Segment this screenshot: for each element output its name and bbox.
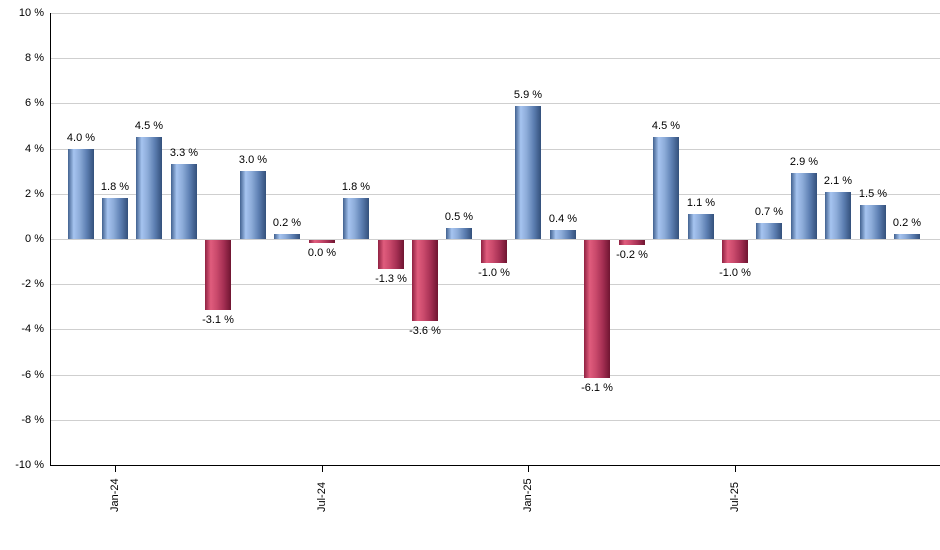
bar-mar-24[interactable]: [171, 164, 197, 239]
y-axis-tick-label: -2 %: [21, 278, 44, 290]
bar-value-label: 0.2 %: [892, 217, 922, 229]
gridline: [51, 284, 940, 285]
gridline: [51, 329, 940, 330]
bar-value-label: 0.7 %: [754, 206, 784, 218]
bar-value-label: 2.1 %: [823, 175, 853, 187]
x-axis-tick-label: Jan-25: [522, 478, 534, 512]
bar-sep-25[interactable]: [791, 173, 817, 239]
bar-dec-25[interactable]: [894, 234, 920, 239]
y-axis-tick-label: -10 %: [15, 459, 44, 471]
bar-value-label: 5.9 %: [513, 89, 543, 101]
bar-value-label: 1.8 %: [341, 181, 371, 193]
bar-jul-24[interactable]: [309, 240, 335, 243]
bar-value-label: -1.3 %: [375, 273, 407, 285]
y-axis-tick-label: -8 %: [21, 414, 44, 426]
x-axis-tick-label: Jan-24: [109, 478, 121, 512]
gridline: [51, 149, 940, 150]
bar-jul-25[interactable]: [722, 240, 748, 263]
gridline: [51, 58, 940, 59]
y-axis-tick-label: -4 %: [21, 323, 44, 335]
bar-value-label: 0.4 %: [548, 213, 578, 225]
bar-jun-24[interactable]: [274, 234, 300, 239]
bar-feb-25[interactable]: [550, 230, 576, 239]
bar-value-label: -0.2 %: [616, 249, 648, 261]
bar-jun-25[interactable]: [688, 214, 714, 239]
bar-aug-25[interactable]: [756, 223, 782, 239]
bar-value-label: -3.1 %: [202, 314, 234, 326]
bar-value-label: 0.2 %: [272, 217, 302, 229]
bar-may-25[interactable]: [653, 137, 679, 239]
bar-value-label: 1.1 %: [686, 197, 716, 209]
x-axis-tick-mark: [115, 466, 116, 472]
y-axis-tick-label: -6 %: [21, 369, 44, 381]
y-axis-tick-label: 0 %: [25, 233, 44, 245]
bar-value-label: -3.6 %: [409, 325, 441, 337]
x-axis-tick-mark: [322, 466, 323, 472]
bar-mar-25[interactable]: [584, 240, 610, 378]
y-axis-tick-label: 2 %: [25, 188, 44, 200]
bar-nov-24[interactable]: [446, 228, 472, 239]
bar-apr-24[interactable]: [205, 240, 231, 310]
bar-value-label: 3.3 %: [169, 147, 199, 159]
bar-feb-24[interactable]: [136, 137, 162, 239]
bar-dec-23[interactable]: [68, 149, 94, 239]
y-axis-line: [50, 13, 51, 466]
bar-value-label: 4.0 %: [66, 132, 96, 144]
y-axis-tick-label: 6 %: [25, 97, 44, 109]
bar-value-label: -6.1 %: [581, 382, 613, 394]
gridline: [51, 420, 940, 421]
gridline: [51, 239, 940, 240]
x-axis-tick-mark: [528, 466, 529, 472]
y-axis-tick-label: 8 %: [25, 52, 44, 64]
bar-value-label: 4.5 %: [651, 120, 681, 132]
bar-value-label: 1.8 %: [100, 181, 130, 193]
bar-nov-25[interactable]: [860, 205, 886, 239]
bar-value-label: 0.0 %: [307, 247, 337, 259]
bar-value-label: 3.0 %: [238, 154, 268, 166]
gridline: [51, 375, 940, 376]
y-axis-tick-label: 4 %: [25, 143, 44, 155]
bar-value-label: 0.5 %: [444, 211, 474, 223]
bar-jan-25[interactable]: [515, 106, 541, 239]
bar-may-24[interactable]: [240, 171, 266, 239]
bar-oct-25[interactable]: [825, 192, 851, 239]
x-axis-line: [50, 465, 940, 466]
y-axis-tick-label: 10 %: [18, 7, 44, 19]
bar-sep-24[interactable]: [378, 240, 404, 269]
x-axis-tick-label: Jul-24: [316, 482, 328, 512]
bar-value-label: -1.0 %: [719, 267, 751, 279]
x-axis-tick-label: Jul-25: [729, 482, 741, 512]
bar-value-label: -1.0 %: [478, 267, 510, 279]
bar-value-label: 1.5 %: [858, 188, 888, 200]
gridline: [51, 13, 940, 14]
bar-apr-25[interactable]: [619, 240, 645, 245]
x-axis-tick-mark: [735, 466, 736, 472]
bar-jan-24[interactable]: [102, 198, 128, 239]
bar-value-label: 4.5 %: [134, 120, 164, 132]
gridline: [51, 103, 940, 104]
gridline: [51, 194, 940, 195]
bar-value-label: 2.9 %: [789, 156, 819, 168]
bar-oct-24[interactable]: [412, 240, 438, 321]
bar-dec-24[interactable]: [481, 240, 507, 263]
bar-aug-24[interactable]: [343, 198, 369, 239]
